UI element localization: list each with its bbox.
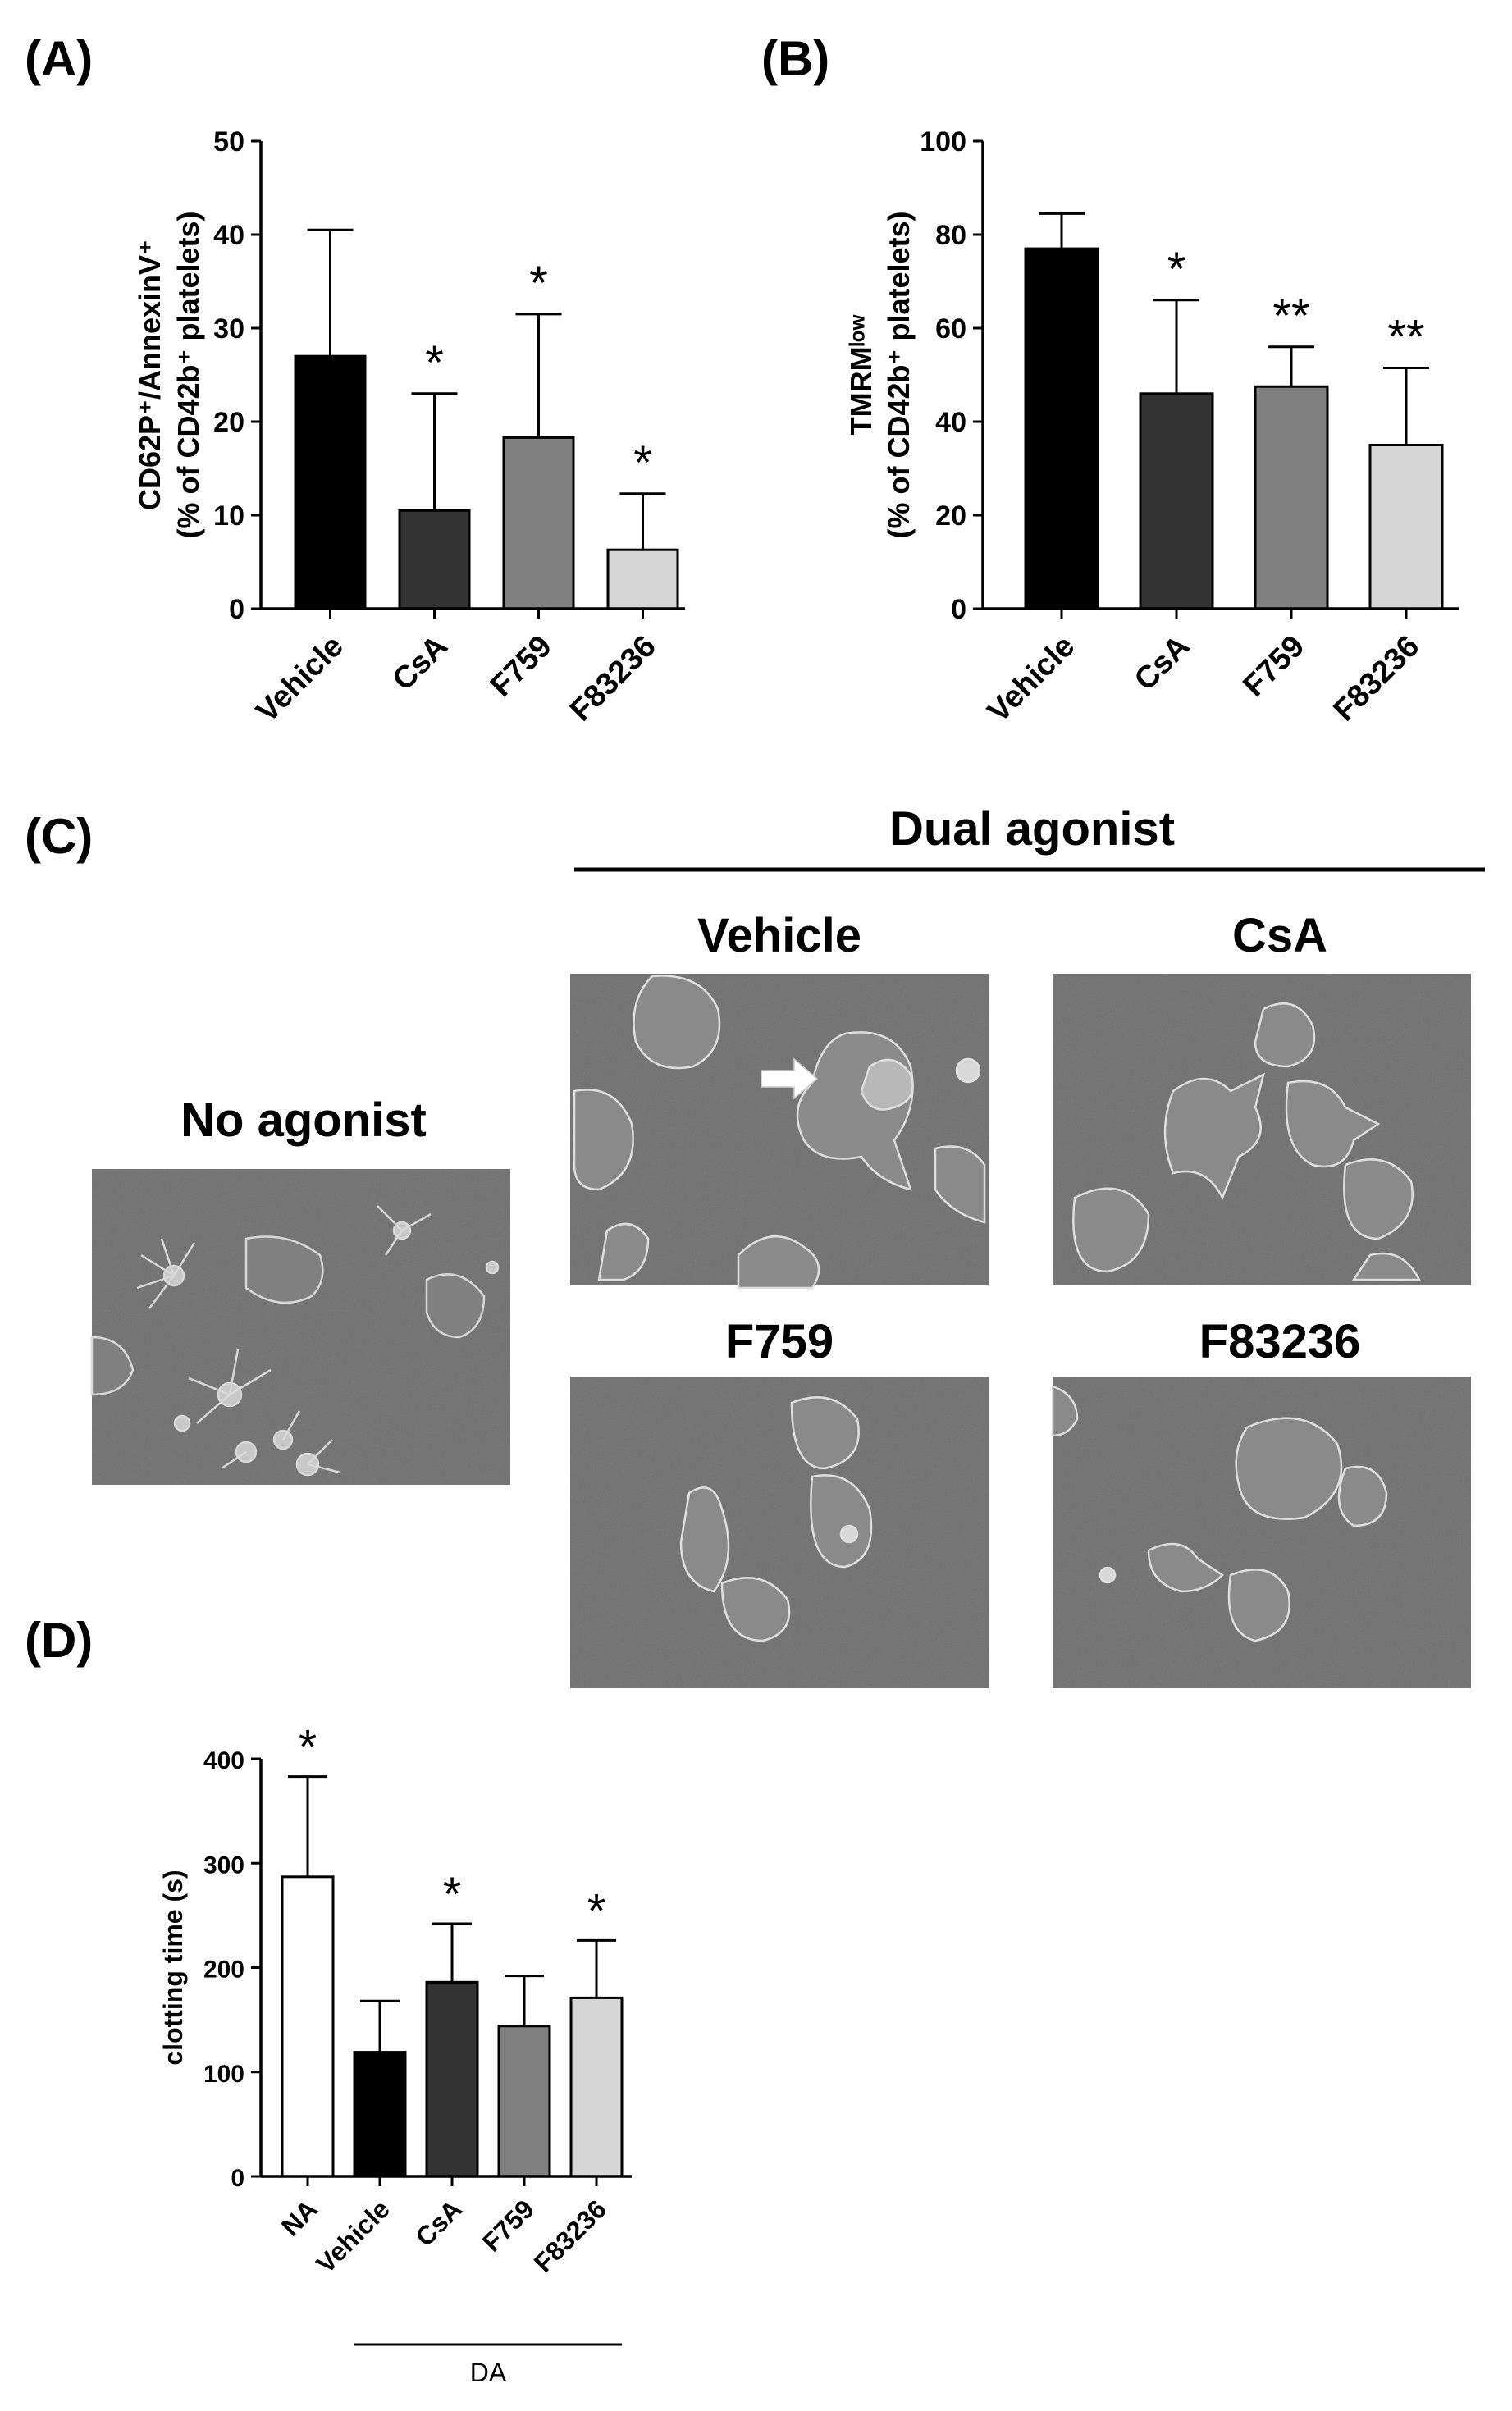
significance-marker: * — [425, 336, 444, 390]
category-label: NA — [276, 2194, 323, 2241]
category-label: Vehicle — [981, 629, 1081, 729]
y-tick-label: 40 — [213, 220, 244, 251]
y-axis-label: TMRMˡᵒʷ — [844, 315, 878, 436]
bar-f759 — [1254, 385, 1329, 610]
bar-f83236 — [606, 548, 679, 610]
significance-marker: ** — [1272, 290, 1309, 343]
category-label: F83236 — [1327, 629, 1427, 728]
sem-image-f83236 — [1051, 1377, 1471, 1688]
vehicle-image-label: Vehicle — [697, 909, 861, 962]
bar-f759 — [497, 2025, 551, 2178]
category-label: F83236 — [564, 629, 663, 728]
y-tick-label: 50 — [213, 126, 244, 158]
bar-f83236 — [1368, 444, 1444, 610]
y-tick-label: 300 — [203, 1852, 244, 1879]
significance-marker: * — [443, 1868, 462, 1921]
y-tick-label: 10 — [213, 500, 244, 532]
f759-image-label: F759 — [725, 1315, 834, 1368]
bar-f83236 — [569, 1996, 624, 2178]
y-tick-label: 100 — [203, 2061, 244, 2088]
category-label: CsA — [386, 629, 454, 697]
y-tick-label: 40 — [935, 407, 966, 438]
sem-image-vehicle — [570, 974, 989, 1290]
bar-na — [281, 1875, 335, 2178]
y-axis-label: CD62P⁺/AnnexinV⁺ — [133, 240, 167, 510]
bar-csa — [425, 1980, 479, 2178]
y-axis-label-secondary: (% of CD42b⁺ platelets) — [171, 211, 205, 538]
f83236-image-label: F83236 — [1199, 1315, 1361, 1368]
y-tick-label: 0 — [951, 594, 966, 625]
y-tick-label: 20 — [935, 500, 966, 532]
sem-image-f759 — [570, 1377, 989, 1688]
bar-csa — [398, 509, 471, 610]
panel-label-d: (D) — [25, 1613, 93, 1668]
y-tick-label: 80 — [935, 220, 966, 251]
y-tick-label: 100 — [920, 126, 966, 158]
chart-a: 0 10 20 30 40 50 Vehicle * CsA * F759 * F83236 CD62P⁺… — [133, 126, 685, 729]
dual-agonist-heading: Dual agonist — [889, 802, 1175, 856]
bar-vehicle — [294, 354, 367, 610]
y-tick-label: 20 — [213, 407, 244, 438]
panel-label-b: (B) — [761, 31, 829, 86]
bar-vehicle — [353, 2051, 407, 2178]
y-axis-label: clotting time (s) — [158, 1870, 188, 2065]
category-label: F759 — [484, 629, 559, 704]
panel-label-a: (A) — [25, 31, 93, 86]
category-label: CsA — [1128, 629, 1196, 697]
y-tick-label: 200 — [203, 1957, 244, 1984]
significance-marker: * — [1167, 243, 1186, 296]
y-tick-label: 400 — [203, 1747, 244, 1774]
no-agonist-label: No agonist — [180, 1094, 427, 1147]
y-tick-label: 30 — [213, 313, 244, 345]
significance-marker: * — [633, 436, 652, 490]
y-tick-label: 0 — [231, 2165, 244, 2192]
category-label: Vehicle — [311, 2194, 395, 2278]
significance-marker: ** — [1387, 310, 1424, 363]
csa-image-label: CsA — [1232, 909, 1327, 962]
y-tick-label: 0 — [229, 594, 244, 625]
sem-image-csa — [1053, 974, 1471, 1285]
y-axis-label-secondary: (% of CD42b⁺ platelets) — [882, 211, 916, 538]
category-label: CsA — [409, 2194, 468, 2252]
significance-marker: * — [587, 1884, 606, 1938]
category-label: F759 — [477, 2194, 540, 2257]
y-tick-label: 60 — [935, 313, 966, 345]
group-label: DA — [470, 2358, 507, 2387]
category-label: Vehicle — [250, 629, 350, 729]
micrograph-panel: Dual agonist No agonist Vehicle CsA F759… — [90, 802, 1485, 1688]
bar-vehicle — [1024, 247, 1099, 610]
category-label: F83236 — [528, 2194, 612, 2277]
category-label: F759 — [1236, 629, 1311, 704]
significance-marker: * — [529, 257, 548, 310]
chart-b: 0 20 40 60 80 100 Vehicle * CsA ** F759 ** F83236 TMR… — [844, 126, 1459, 729]
arrow-icon — [761, 1057, 819, 1100]
bar-csa — [1139, 392, 1214, 610]
panel-label-c: (C) — [25, 809, 93, 864]
sem-image-no-agonist — [90, 1169, 510, 1485]
significance-marker: * — [299, 1721, 317, 1774]
bar-f759 — [502, 436, 575, 610]
